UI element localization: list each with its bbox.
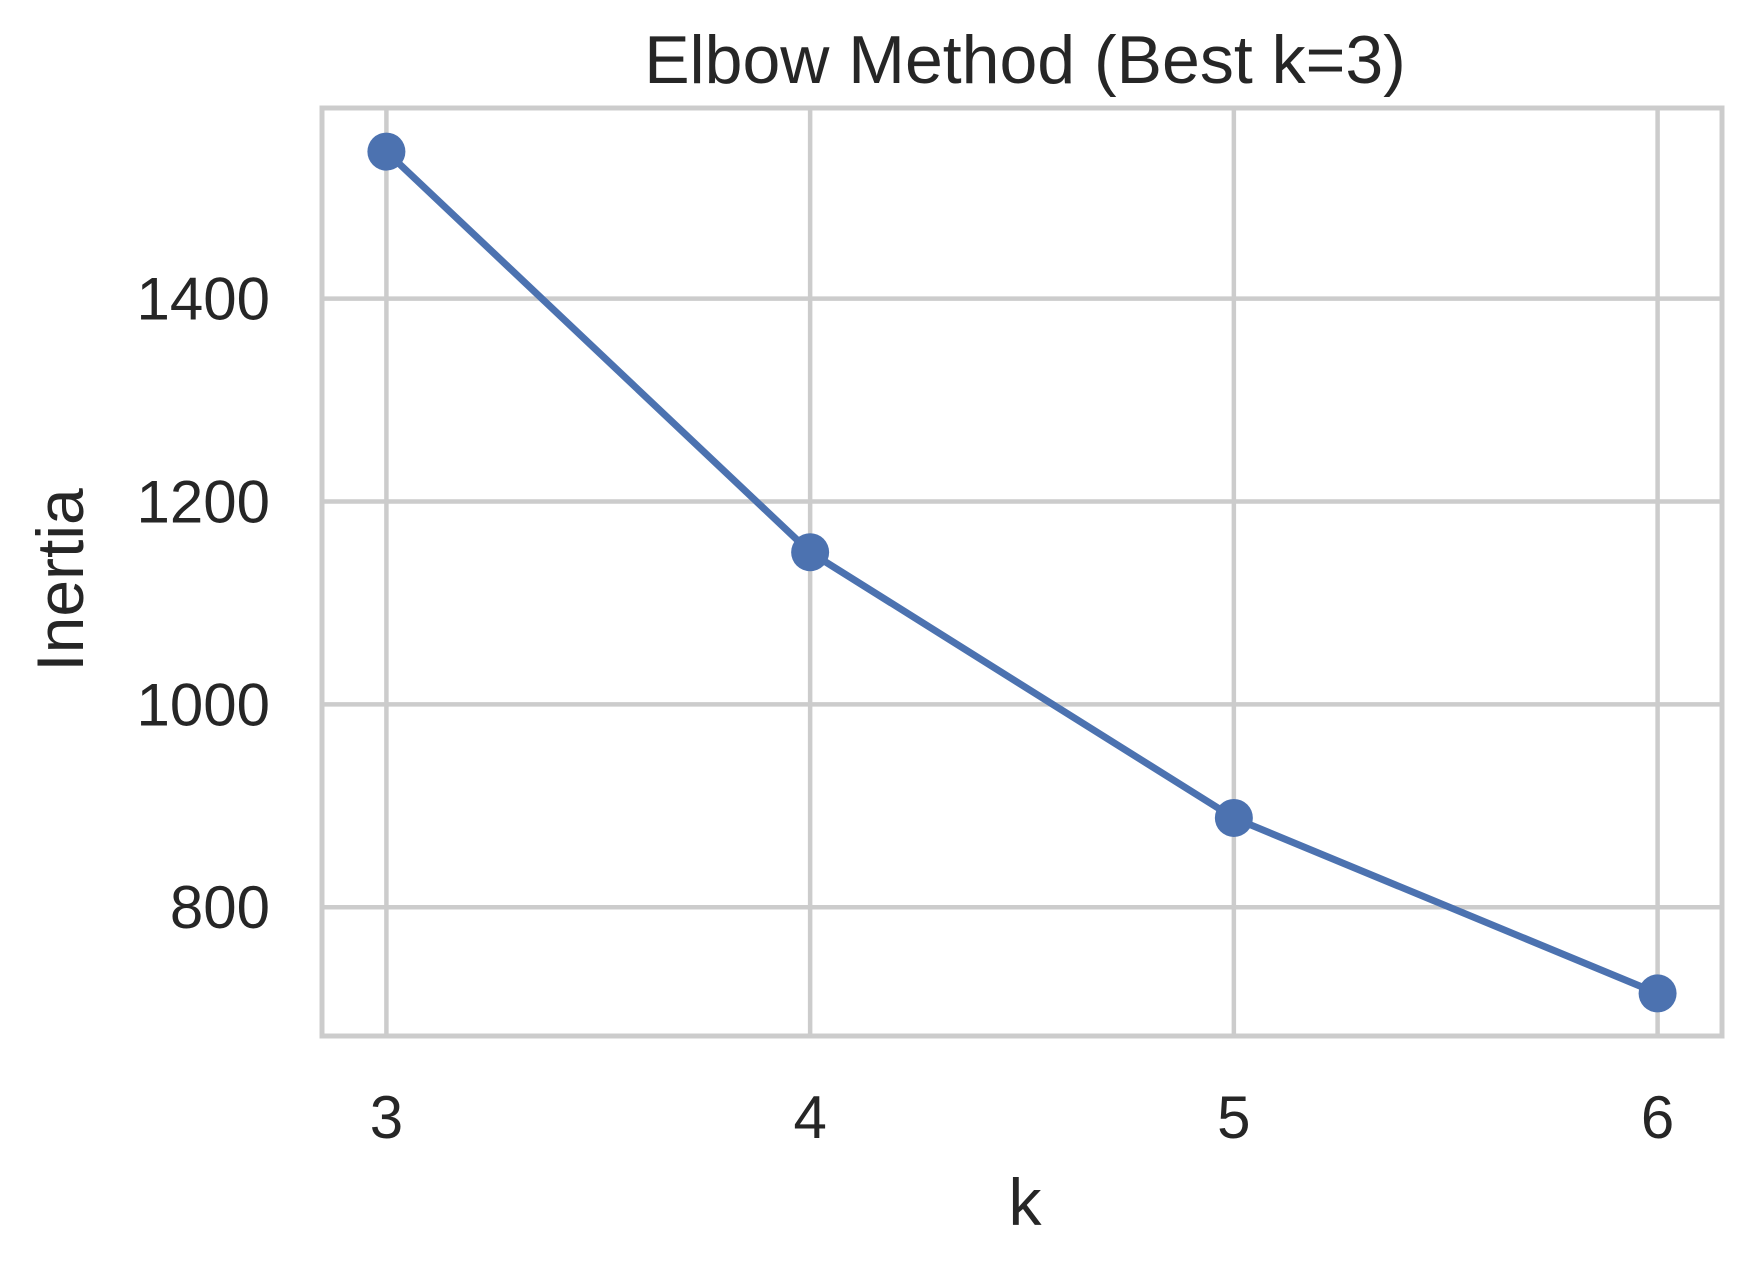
x-axis-label: k — [1009, 1165, 1043, 1239]
y-tick-label-1400: 1400 — [137, 266, 270, 333]
series-layer — [367, 132, 1677, 1013]
y-tick-label-1200: 1200 — [137, 469, 270, 536]
data-point-k5 — [1214, 798, 1253, 837]
x-tick-labels: 3 4 5 6 — [370, 1084, 1675, 1151]
data-point-k4 — [791, 533, 830, 572]
x-tick-label-6: 6 — [1641, 1084, 1674, 1151]
plot-frame — [319, 105, 1725, 1039]
y-tick-labels: 800 1000 1200 1400 — [137, 266, 270, 942]
x-tick-label-3: 3 — [370, 1084, 403, 1151]
data-point-k3 — [367, 132, 406, 171]
chart-title: Elbow Method (Best k=3) — [644, 22, 1406, 98]
x-tick-label-5: 5 — [1217, 1084, 1250, 1151]
data-point-k6 — [1638, 974, 1677, 1013]
y-tick-label-1000: 1000 — [137, 671, 270, 738]
x-tick-label-4: 4 — [793, 1084, 826, 1151]
series-line-0 — [382, 148, 1662, 997]
grid — [322, 108, 1722, 1036]
y-axis-label: Inertia — [23, 488, 97, 672]
y-tick-label-800: 800 — [170, 874, 270, 941]
